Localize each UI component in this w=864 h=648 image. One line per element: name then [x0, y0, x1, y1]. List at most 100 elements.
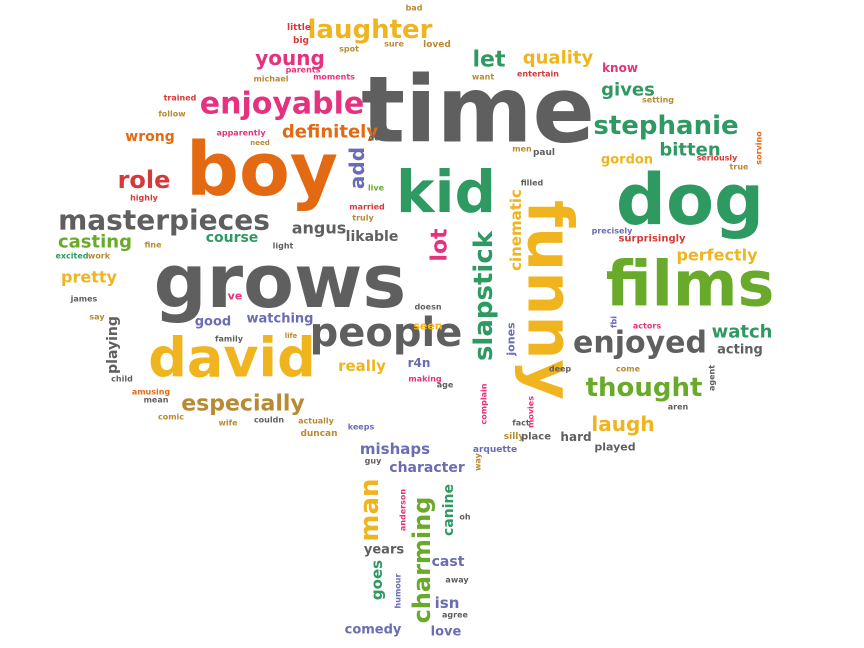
word-michael: michael	[253, 75, 288, 84]
word-watch: watch	[712, 322, 773, 343]
word-want: want	[472, 73, 494, 82]
word-love: love	[431, 625, 462, 640]
word-sorvino: sorvino	[755, 131, 764, 165]
word-surprisingly: surprisingly	[618, 234, 686, 245]
word-r4n: r4n	[408, 356, 431, 370]
word-mishaps: mishaps	[360, 440, 430, 458]
word-come: come	[616, 365, 641, 374]
word-parents: parents	[286, 66, 321, 75]
word-acting: acting	[717, 343, 763, 358]
word-entertain: entertain	[517, 70, 559, 79]
word-stephanie: stephanie	[593, 111, 738, 141]
word-jones: jones	[505, 322, 518, 357]
word-big: big	[293, 36, 309, 46]
word-apparently: apparently	[216, 129, 266, 138]
word-true: true	[730, 163, 749, 172]
word-angus: angus	[292, 219, 347, 238]
word-let: let	[473, 48, 506, 73]
word-bad: bad	[406, 4, 423, 13]
word-slapstick: slapstick	[469, 230, 499, 361]
word-young: young	[255, 46, 325, 70]
word-highly: highly	[130, 194, 159, 203]
word-seen: seen	[413, 320, 442, 333]
word-precisely: precisely	[592, 227, 634, 236]
word-casting: casting	[58, 232, 132, 253]
word-masterpieces: masterpieces	[58, 204, 270, 237]
word-couldn: couldn	[254, 416, 284, 425]
word-david: david	[148, 327, 315, 390]
word-deep: deep	[549, 365, 572, 374]
word-oh: oh	[459, 513, 470, 522]
word-live: live	[368, 184, 385, 193]
word-enjoyed: enjoyed	[573, 326, 707, 361]
word-light: light	[273, 242, 294, 251]
word-family: family	[215, 335, 244, 344]
word-seriously: seriously	[697, 154, 739, 163]
word-trained: trained	[164, 94, 197, 103]
word-dog: dog	[616, 159, 764, 241]
word-enjoyable: enjoyable	[200, 87, 365, 122]
word-truly: truly	[352, 214, 374, 223]
word-wife: wife	[218, 419, 238, 428]
word-people: people	[310, 310, 463, 356]
word-comedy: comedy	[345, 623, 402, 638]
word-isn: isn	[435, 594, 460, 612]
word-way: way	[474, 452, 483, 471]
word-little: little	[287, 23, 311, 33]
word-hard: hard	[560, 430, 591, 444]
word-men: men	[512, 145, 532, 154]
word-actors: actors	[633, 322, 661, 331]
word-say: say	[89, 313, 105, 322]
word-know: know	[602, 61, 638, 75]
word-mean: mean	[144, 396, 169, 405]
word-filled: filled	[521, 179, 544, 188]
word-agent: agent	[708, 365, 717, 391]
word-boy: boy	[186, 127, 338, 213]
word-setting: setting	[642, 96, 674, 105]
word-laughter: laughter	[308, 15, 433, 45]
word-role: role	[118, 166, 171, 194]
word-work: work	[88, 252, 111, 261]
word-follow: follow	[158, 110, 186, 119]
word-away: away	[445, 576, 469, 585]
word-life: life	[285, 332, 298, 340]
word-playing: playing	[105, 316, 121, 374]
word-likable: likable	[346, 229, 399, 245]
word-grows: grows	[154, 239, 407, 325]
word-man: man	[355, 478, 385, 541]
word-definitely: definitely	[282, 122, 378, 143]
word-quality: quality	[523, 48, 594, 69]
word-doesn: doesn	[414, 303, 441, 312]
word-perfectly: perfectly	[676, 246, 758, 265]
word-lot: lot	[428, 228, 453, 262]
word-cinematic: cinematic	[507, 189, 525, 271]
word-james: james	[70, 295, 98, 304]
word-amusing: amusing	[132, 388, 171, 397]
word-comic: comic	[158, 413, 184, 422]
word-child: child	[111, 375, 133, 384]
word-really: really	[338, 357, 386, 375]
word-need: need	[250, 139, 270, 147]
word-funny: funny	[514, 200, 587, 400]
word-goes: goes	[368, 560, 386, 600]
word-complain: complain	[480, 383, 489, 424]
word-actually: actually	[298, 417, 335, 426]
word-moments: moments	[313, 73, 355, 82]
word-making: making	[408, 375, 441, 384]
word-humour: humour	[394, 574, 403, 609]
word-films: films	[606, 248, 775, 321]
word-sure: sure	[384, 40, 404, 49]
word-arquette: arquette	[473, 445, 517, 455]
word-excited: excited	[55, 252, 88, 261]
word-duncan: duncan	[300, 429, 337, 439]
word-charming: charming	[408, 497, 436, 624]
word-aren: aren	[668, 403, 689, 412]
word-good: good	[195, 315, 231, 330]
word-spot: spot	[339, 45, 359, 54]
word-loved: loved	[423, 40, 451, 50]
word-fact: fact	[512, 419, 530, 428]
word-agree: agree	[442, 611, 468, 620]
word-time: time	[361, 57, 595, 164]
word-age: age	[437, 381, 454, 390]
word-keeps: keeps	[348, 423, 375, 432]
